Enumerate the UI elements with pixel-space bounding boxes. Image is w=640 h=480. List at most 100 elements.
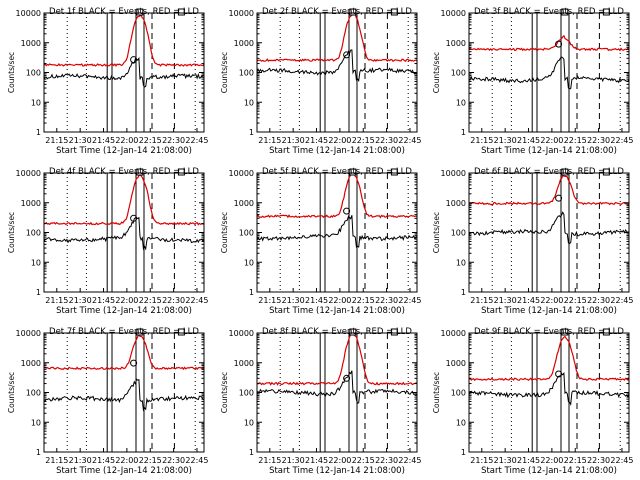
peak-marker xyxy=(555,370,563,378)
x-tick-label: 22:00 xyxy=(540,136,563,145)
y-tick-label: 10 xyxy=(244,98,254,107)
y-tick-label: 1 xyxy=(249,128,254,137)
x-tick-label: 21:30 xyxy=(494,296,517,305)
y-tick-label: 1000 xyxy=(234,359,254,368)
y-tick-label: 10 xyxy=(456,418,466,427)
y-axis-label: Counts/sec xyxy=(432,52,441,93)
lld-series-line xyxy=(43,333,205,371)
y-tick-label: 10 xyxy=(456,258,466,267)
chart-title: Det 9f BLACK = Events, RED = LLD xyxy=(474,327,624,337)
y-tick-label: 1 xyxy=(249,288,254,297)
x-tick-label: 21:15 xyxy=(258,136,281,145)
x-tick-label: 22:45 xyxy=(398,296,421,305)
x-tick-label: 22:45 xyxy=(398,456,421,465)
detector-panel: 1 10 100 1000 10000 21:15 21:30 21:45 22:00 22:15… xyxy=(7,7,208,156)
x-tick-label: 21:15 xyxy=(45,136,68,145)
x-tick-label: 21:30 xyxy=(69,456,92,465)
y-tick-label: 1 xyxy=(36,448,41,457)
lld-series-line xyxy=(468,335,630,382)
events-series-line xyxy=(256,49,418,83)
y-tick-label: 100 xyxy=(26,389,41,398)
y-tick-label: 1 xyxy=(461,288,466,297)
y-tick-label: 10000 xyxy=(16,9,41,18)
peak-marker xyxy=(343,207,351,215)
x-tick-label: 21:45 xyxy=(92,296,115,305)
y-tick-label: 10 xyxy=(31,258,41,267)
lld-series-line xyxy=(256,173,418,219)
y-axis-label: Counts/sec xyxy=(7,212,16,253)
x-tick-label: 22:30 xyxy=(375,296,398,305)
peak-marker xyxy=(130,359,138,367)
window-marker xyxy=(561,168,569,176)
x-tick-label: 21:15 xyxy=(470,296,493,305)
x-tick-label: 21:15 xyxy=(470,136,493,145)
x-tick-label: 22:45 xyxy=(185,456,208,465)
x-tick-label: 21:30 xyxy=(494,456,517,465)
y-tick-label: 10000 xyxy=(16,169,41,178)
plot-frame xyxy=(256,172,418,293)
detector-panel: 1 10 100 1000 10000 21:15 21:30 21:45 22:00 22:15… xyxy=(7,167,208,316)
y-tick-label: 100 xyxy=(451,69,466,78)
y-tick-label: 10000 xyxy=(441,169,466,178)
plot-frame xyxy=(43,332,205,453)
x-tick-label: 22:00 xyxy=(540,296,563,305)
y-tick-label: 1000 xyxy=(446,39,466,48)
events-series-line xyxy=(256,215,418,248)
x-tick-label: 22:15 xyxy=(564,296,587,305)
x-axis-label: Start Time (12-Jan-14 21:08:00) xyxy=(269,466,405,476)
x-tick-label: 22:45 xyxy=(610,456,633,465)
window-marker xyxy=(349,328,357,336)
x-tick-label: 21:45 xyxy=(92,456,115,465)
chart-title: Det 5f BLACK = Events, RED = LLD xyxy=(262,167,412,177)
events-series-line xyxy=(256,370,418,404)
x-tick-label: 21:15 xyxy=(258,296,281,305)
x-tick-label: 21:45 xyxy=(305,456,328,465)
y-tick-label: 10 xyxy=(456,98,466,107)
lld-series-line xyxy=(43,174,205,226)
x-tick-label: 22:30 xyxy=(587,296,610,305)
x-tick-label: 22:45 xyxy=(610,136,633,145)
window-marker xyxy=(561,8,569,16)
plot-frame xyxy=(43,12,205,133)
plot-frame xyxy=(468,12,630,133)
detector-panel: 1 10 100 1000 10000 21:15 21:30 21:45 22:00 22:15… xyxy=(432,327,633,476)
peak-marker xyxy=(130,56,138,64)
y-tick-label: 10000 xyxy=(229,169,254,178)
x-axis-label: Start Time (12-Jan-14 21:08:00) xyxy=(481,466,617,476)
events-series-line xyxy=(469,56,630,90)
x-axis-label: Start Time (12-Jan-14 21:08:00) xyxy=(56,466,192,476)
x-tick-label: 22:15 xyxy=(564,456,587,465)
x-tick-label: 22:15 xyxy=(139,296,162,305)
x-tick-label: 21:45 xyxy=(517,136,540,145)
y-tick-label: 1000 xyxy=(234,199,254,208)
x-tick-label: 21:15 xyxy=(258,456,281,465)
window-marker xyxy=(177,328,185,336)
window-marker xyxy=(561,328,569,336)
y-tick-label: 1 xyxy=(461,128,466,137)
y-axis-label: Counts/sec xyxy=(432,372,441,413)
x-tick-label: 22:00 xyxy=(115,456,138,465)
peak-marker xyxy=(343,51,351,59)
x-tick-label: 22:45 xyxy=(610,296,633,305)
x-tick-label: 21:15 xyxy=(45,456,68,465)
x-tick-label: 21:30 xyxy=(282,456,305,465)
x-tick-label: 21:30 xyxy=(69,296,92,305)
window-marker xyxy=(602,328,610,336)
y-tick-label: 1 xyxy=(36,128,41,137)
detector-panel: 1 10 100 1000 10000 21:15 21:30 21:45 22:00 22:15… xyxy=(220,167,421,316)
x-tick-label: 22:45 xyxy=(185,136,208,145)
y-tick-label: 10000 xyxy=(16,329,41,338)
y-tick-label: 10 xyxy=(244,258,254,267)
window-marker xyxy=(177,168,185,176)
x-tick-label: 21:45 xyxy=(517,456,540,465)
detector-panel: 1 10 100 1000 10000 21:15 21:30 21:45 22:00 22:15… xyxy=(7,327,208,476)
x-tick-label: 22:30 xyxy=(587,456,610,465)
detector-panel: 1 10 100 1000 10000 21:15 21:30 21:45 22:00 22:15… xyxy=(220,7,421,156)
window-marker xyxy=(390,328,398,336)
y-tick-label: 100 xyxy=(26,229,41,238)
lld-series-line xyxy=(468,34,630,52)
x-tick-label: 22:00 xyxy=(328,456,351,465)
lld-series-line xyxy=(468,174,630,206)
lld-series-line xyxy=(256,13,418,63)
x-axis-label: Start Time (12-Jan-14 21:08:00) xyxy=(56,146,192,156)
